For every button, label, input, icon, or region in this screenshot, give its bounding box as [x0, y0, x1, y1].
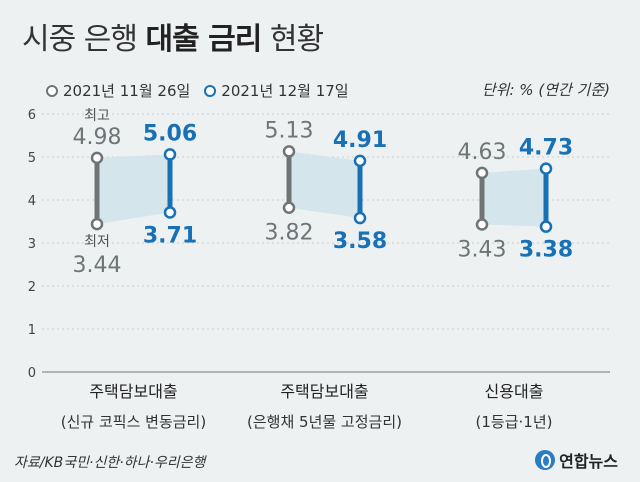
range-band [482, 168, 546, 227]
source-text: 자료/KB국민·신한·하나·우리은행 [14, 455, 206, 471]
data-label-high-series1: 4.98 [73, 125, 122, 150]
data-label-high-series2: 4.91 [333, 128, 387, 153]
high-label: 최고 [84, 108, 110, 124]
data-label-low-series2: 3.58 [333, 229, 387, 254]
category-sublabel: (1등급·1년) [476, 413, 553, 431]
y-tick-label: 3 [28, 237, 36, 252]
y-tick-label: 5 [28, 151, 36, 166]
y-tick-label: 2 [28, 280, 36, 295]
marker-low-series1 [90, 217, 104, 231]
marker-low-series2 [539, 220, 553, 233]
unit-label: 단위: % (연간 기준) [481, 81, 610, 99]
legend-series2: 2021년 12월 17일 [221, 82, 349, 100]
title-suffix: 현황 [261, 22, 324, 57]
range-band [97, 154, 170, 225]
marker-high-series1 [475, 166, 489, 180]
marker-high-series2 [353, 154, 367, 168]
data-label-low-series2: 3.38 [519, 238, 573, 263]
marker-low-series2 [163, 206, 177, 219]
data-label-low-series1: 3.82 [265, 221, 314, 246]
low-label: 최저 [84, 234, 110, 250]
marker-low-series2 [353, 211, 367, 225]
data-label-high-series1: 4.63 [458, 140, 507, 165]
category-sublabel: (은행채 5년물 고정금리) [247, 413, 402, 431]
marker-high-series2 [163, 148, 177, 161]
logo-text: 연합뉴스 [559, 452, 618, 471]
data-label-high-series2: 4.73 [519, 136, 573, 161]
marker-high-series1 [282, 145, 296, 158]
legend-dot-blue-icon [204, 84, 217, 97]
marker-high-series1 [90, 151, 104, 165]
yonhap-logo-icon [535, 450, 556, 470]
marker-low-series1 [282, 201, 296, 214]
y-tick-label: 6 [28, 108, 36, 123]
y-tick-label: 0 [28, 366, 36, 381]
data-label-high-series1: 5.13 [265, 118, 314, 143]
data-label-high-series2: 5.06 [143, 121, 197, 146]
category-label: 주택담보대출 [89, 382, 177, 401]
marker-low-series1 [475, 218, 489, 231]
category-label: 주택담보대출 [280, 382, 368, 401]
range-band [289, 151, 360, 219]
data-label-low-series2: 3.71 [143, 223, 197, 248]
data-label-low-series1: 3.43 [458, 238, 507, 263]
page-title: 시중 은행 대출 금리 현황 [22, 14, 324, 58]
logo: 연합뉴스 [535, 448, 618, 472]
title-bold: 대출 금리 [145, 22, 262, 57]
legend-series1: 2021년 11월 26일 [63, 82, 191, 100]
title-normal: 시중 은행 [22, 22, 146, 57]
legend-dot-icon [46, 84, 58, 97]
category-label: 신용대출 [485, 382, 544, 401]
y-tick-label: 4 [28, 194, 36, 209]
marker-high-series2 [539, 162, 553, 175]
data-label-low-series1: 3.44 [73, 253, 122, 278]
legend: 2021년 11월 26일 2021년 12월 17일 [46, 80, 349, 101]
category-sublabel: (신규 코픽스 변동금리) [61, 413, 206, 431]
y-tick-label: 1 [28, 323, 36, 338]
